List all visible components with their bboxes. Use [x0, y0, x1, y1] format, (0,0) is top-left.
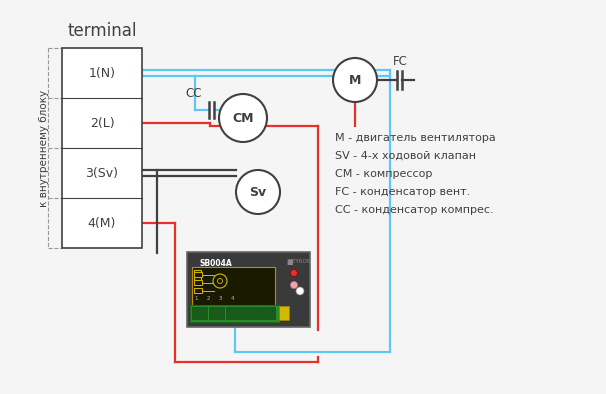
Text: 2: 2: [206, 296, 210, 301]
FancyBboxPatch shape: [192, 307, 207, 319]
Text: terminal: terminal: [67, 22, 136, 40]
FancyBboxPatch shape: [242, 307, 258, 319]
Text: CC: CC: [186, 87, 202, 100]
Circle shape: [333, 58, 377, 102]
FancyBboxPatch shape: [194, 272, 202, 277]
Text: CC - конденсатор компрес.: CC - конденсатор компрес.: [335, 205, 494, 215]
Text: 4(M): 4(M): [88, 216, 116, 229]
Circle shape: [219, 94, 267, 142]
FancyBboxPatch shape: [191, 266, 275, 307]
Text: SB004A: SB004A: [199, 259, 232, 268]
FancyBboxPatch shape: [194, 270, 201, 280]
Text: FC - конденсатор вент.: FC - конденсатор вент.: [335, 187, 470, 197]
FancyBboxPatch shape: [259, 307, 275, 319]
FancyBboxPatch shape: [62, 48, 142, 248]
Circle shape: [236, 170, 280, 214]
FancyBboxPatch shape: [187, 251, 310, 327]
Text: 4: 4: [230, 296, 234, 301]
Text: M - двигатель вентилятора: M - двигатель вентилятора: [335, 133, 496, 143]
FancyBboxPatch shape: [194, 280, 202, 285]
Text: 3: 3: [218, 296, 222, 301]
Circle shape: [213, 274, 227, 288]
Text: 3(Sv): 3(Sv): [85, 167, 119, 180]
FancyBboxPatch shape: [225, 307, 241, 319]
Circle shape: [296, 287, 304, 295]
Circle shape: [290, 269, 298, 277]
Text: CM: CM: [232, 112, 254, 125]
Text: 2(L): 2(L): [90, 117, 115, 130]
Text: M: M: [349, 74, 361, 87]
Circle shape: [218, 279, 222, 284]
Text: 1: 1: [195, 296, 198, 301]
FancyBboxPatch shape: [279, 306, 289, 320]
Text: ■: ■: [287, 259, 293, 265]
FancyBboxPatch shape: [190, 305, 279, 322]
Text: SV - 4-х ходовой клапан: SV - 4-х ходовой клапан: [335, 151, 476, 161]
Text: Sv: Sv: [250, 186, 267, 199]
Text: CITYRON: CITYRON: [288, 259, 312, 264]
FancyBboxPatch shape: [209, 307, 224, 319]
Circle shape: [290, 281, 298, 288]
Text: к внутреннему блоку: к внутреннему блоку: [39, 89, 49, 206]
Text: 1(N): 1(N): [88, 67, 116, 80]
FancyBboxPatch shape: [194, 288, 202, 293]
Text: CM - компрессор: CM - компрессор: [335, 169, 432, 179]
Text: FC: FC: [393, 55, 407, 68]
